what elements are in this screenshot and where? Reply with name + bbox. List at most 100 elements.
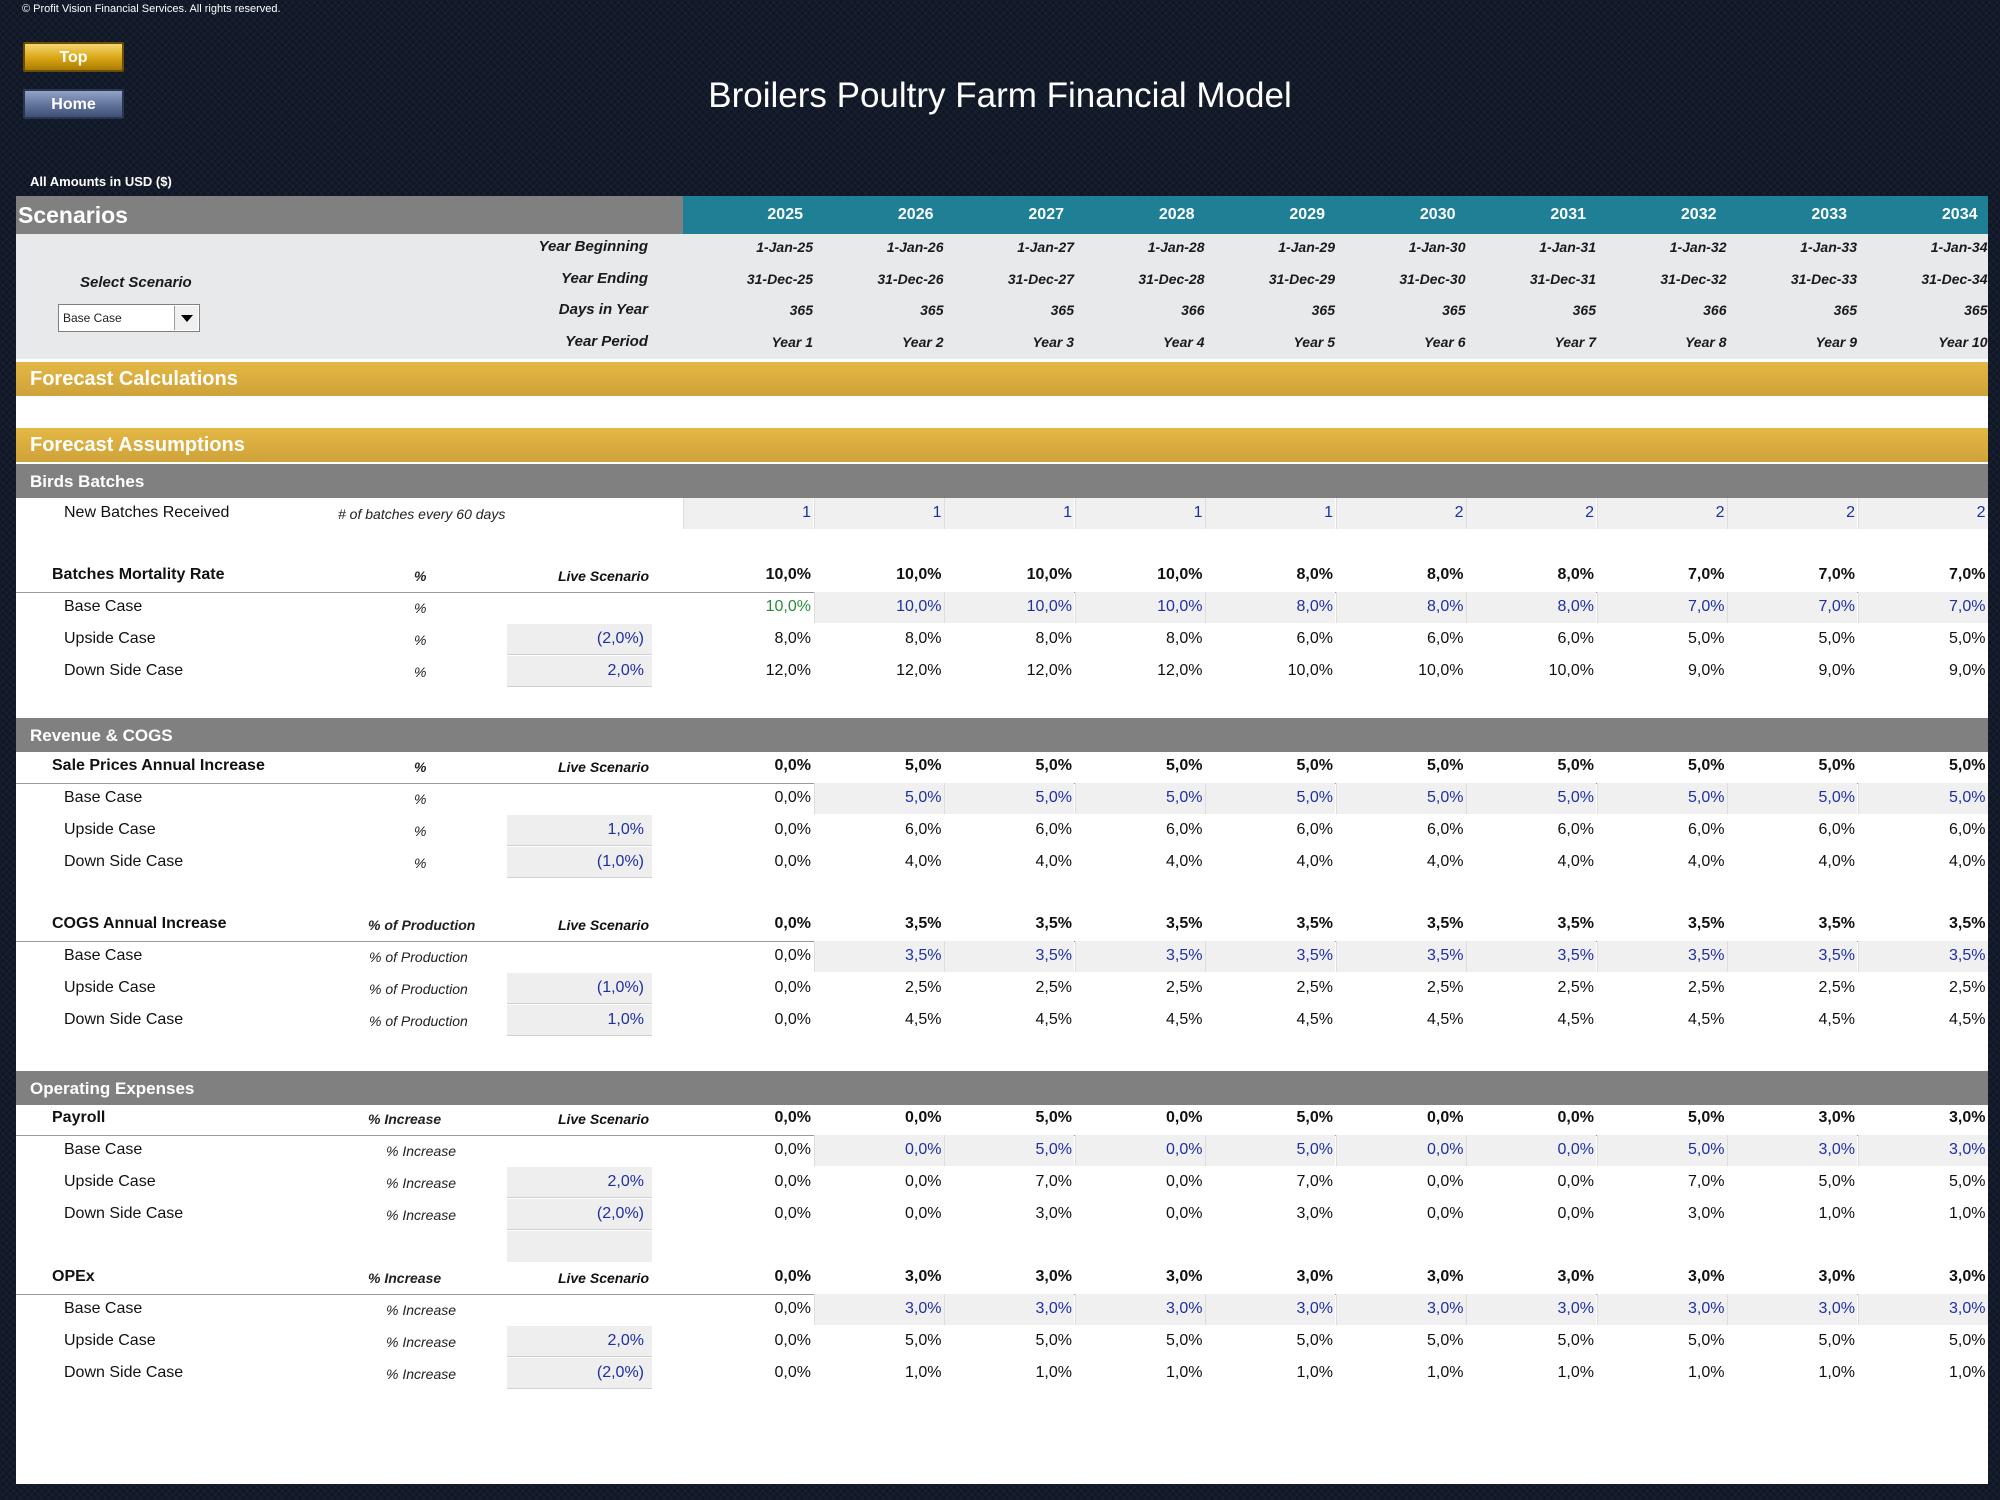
value-text: 5,0% <box>905 789 942 806</box>
value-text: 1,0% <box>1035 1364 1072 1381</box>
value-text: 0,0% <box>1557 1109 1594 1126</box>
dropdown-arrow-icon[interactable] <box>174 306 198 330</box>
value-cell[interactable]: 8,0% <box>1205 592 1335 623</box>
value-cell[interactable]: 2 <box>1857 498 1988 529</box>
value-cell[interactable]: 0,0% <box>1466 1135 1596 1166</box>
value-cell[interactable]: 5,0% <box>1074 783 1205 814</box>
value-cell: 10,0% <box>944 560 1074 591</box>
value-cell[interactable]: 3,5% <box>1857 941 1988 972</box>
value-cell[interactable]: 3,5% <box>1727 941 1857 972</box>
home-button[interactable]: Home <box>23 89 124 119</box>
value-cell[interactable]: 3,0% <box>1857 1294 1988 1325</box>
value-cell[interactable]: 5,0% <box>944 1135 1074 1166</box>
value-text: 4,5% <box>1688 1011 1725 1028</box>
case-adjustment-value: 2,0% <box>607 662 644 679</box>
case-unit: % Increase <box>386 1207 457 1223</box>
value-cell[interactable]: 3,5% <box>1074 941 1205 972</box>
year-ending-value: 31-Dec-31 <box>1529 271 1596 287</box>
value-cell[interactable]: 3,5% <box>944 941 1074 972</box>
scenario-dropdown[interactable]: Base Case <box>58 304 200 332</box>
value-cell[interactable]: 1 <box>1074 498 1205 529</box>
value-cell[interactable]: 0,0% <box>813 1135 944 1166</box>
value-cell[interactable]: 5,0% <box>813 783 944 814</box>
value-cell: 2,5% <box>1466 973 1596 1004</box>
case-adjustment-input[interactable]: 2,0% <box>507 1326 652 1357</box>
case-adjustment-input[interactable]: (2,0%) <box>507 624 652 655</box>
case-adjustment-input[interactable]: (2,0%) <box>507 1199 652 1230</box>
value-text: 3,5% <box>1949 947 1986 964</box>
value-cell[interactable]: 3,0% <box>1074 1294 1205 1325</box>
value-cell[interactable]: 7,0% <box>1596 592 1727 623</box>
value-cell[interactable]: 10,0% <box>944 592 1074 623</box>
value-cell[interactable]: 7,0% <box>1727 592 1857 623</box>
value-text: 3,5% <box>1427 947 1464 964</box>
value-cell[interactable]: 1 <box>813 498 944 529</box>
value-cell[interactable]: 3,0% <box>1727 1294 1857 1325</box>
value-cell: 2,5% <box>1075 973 1205 1004</box>
value-cell[interactable]: 8,0% <box>1466 592 1596 623</box>
value-cell[interactable]: 2 <box>1596 498 1727 529</box>
value-cell: 4,5% <box>944 1005 1074 1036</box>
value-text: 3,5% <box>1166 915 1203 932</box>
value-cell[interactable]: 3,5% <box>1335 941 1466 972</box>
value-cell: 7,0% <box>944 1167 1074 1198</box>
value-cell[interactable]: 7,0% <box>1857 592 1988 623</box>
case-adjustment-value: (1,0%) <box>596 853 644 870</box>
value-cell[interactable]: 5,0% <box>1596 1135 1727 1166</box>
case-adjustment-input[interactable]: (2,0%) <box>507 1358 652 1389</box>
value-text: 2 <box>1715 504 1725 521</box>
row-label: Sale Prices Annual Increase <box>52 757 265 774</box>
value-cell[interactable]: 5,0% <box>944 783 1074 814</box>
value-text: 3,0% <box>1949 1268 1986 1285</box>
value-text: 6,0% <box>1949 821 1986 838</box>
value-cell[interactable]: 1 <box>683 498 813 529</box>
value-cell[interactable]: 10,0% <box>1074 592 1205 623</box>
value-cell[interactable]: 0,0% <box>1074 1135 1205 1166</box>
value-cell[interactable]: 3,5% <box>1205 941 1335 972</box>
value-cell: 8,0% <box>683 624 813 655</box>
case-adjustment-input[interactable]: (1,0%) <box>507 847 652 878</box>
value-cell: 1,0% <box>1205 1358 1335 1389</box>
case-adjustment-input[interactable]: 2,0% <box>507 656 652 687</box>
top-button[interactable]: Top <box>23 42 124 72</box>
value-text: 3,5% <box>1688 915 1725 932</box>
value-cell[interactable]: 3,0% <box>1596 1294 1727 1325</box>
value-cell[interactable]: 3,0% <box>1466 1294 1596 1325</box>
value-cell: 7,0% <box>1858 560 1988 591</box>
value-cell[interactable]: 5,0% <box>1727 783 1857 814</box>
value-cell[interactable]: 3,5% <box>1466 941 1596 972</box>
value-cell[interactable]: 1 <box>944 498 1074 529</box>
value-cell[interactable]: 5,0% <box>1857 783 1988 814</box>
value-cell[interactable]: 5,0% <box>1205 1135 1335 1166</box>
value-cell[interactable]: 3,0% <box>813 1294 944 1325</box>
case-adjustment-input[interactable]: 1,0% <box>507 815 652 846</box>
value-cell[interactable]: 3,0% <box>1335 1294 1466 1325</box>
case-adjustment-input[interactable]: (1,0%) <box>507 973 652 1004</box>
year-beginning-value: 1-Jan-31 <box>1539 239 1596 255</box>
value-cell[interactable]: 3,5% <box>1596 941 1727 972</box>
value-cell[interactable]: 3,5% <box>813 941 944 972</box>
value-text: 4,0% <box>1296 853 1333 870</box>
value-cell[interactable]: 2 <box>1727 498 1857 529</box>
value-cell[interactable]: 0,0% <box>1335 1135 1466 1166</box>
value-cell[interactable]: 8,0% <box>1335 592 1466 623</box>
value-text: 0,0% <box>774 757 811 774</box>
value-cell[interactable]: 5,0% <box>1596 783 1727 814</box>
value-cell[interactable]: 1 <box>1205 498 1335 529</box>
value-cell[interactable]: 3,0% <box>1205 1294 1335 1325</box>
value-cell[interactable]: 5,0% <box>1335 783 1466 814</box>
value-cell[interactable]: 2 <box>1466 498 1596 529</box>
value-cell[interactable]: 10,0% <box>813 592 944 623</box>
year-beginning-value: 1-Jan-29 <box>1278 239 1335 255</box>
value-cell[interactable]: 5,0% <box>1466 783 1596 814</box>
value-cell[interactable]: 3,0% <box>1727 1135 1857 1166</box>
value-cell[interactable]: 3,0% <box>944 1294 1074 1325</box>
case-adjustment-input[interactable]: 2,0% <box>507 1167 652 1198</box>
scenario-dropdown-value: Base Case <box>63 311 122 325</box>
value-cell[interactable]: 5,0% <box>1205 783 1335 814</box>
empty-input-cell[interactable] <box>507 1231 652 1262</box>
case-adjustment-input[interactable]: 1,0% <box>507 1005 652 1036</box>
value-cell: 6,0% <box>1336 815 1466 846</box>
value-cell[interactable]: 3,0% <box>1857 1135 1988 1166</box>
value-cell[interactable]: 2 <box>1335 498 1466 529</box>
